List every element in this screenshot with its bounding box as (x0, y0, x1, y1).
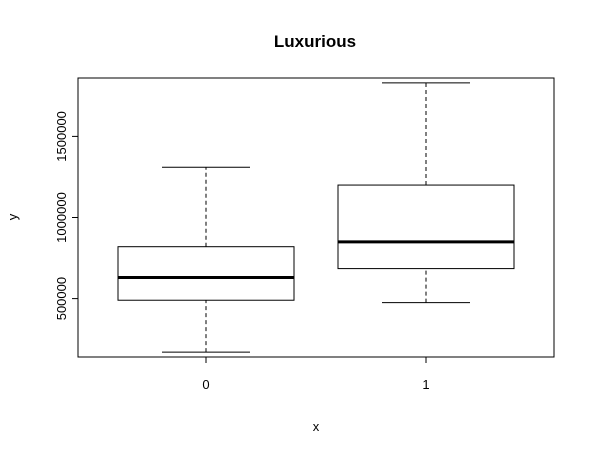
x-axis-label: x (313, 419, 320, 434)
y-axis-label: y (5, 213, 20, 220)
x-tick-label: 1 (422, 377, 429, 392)
y-tick-label: 1500000 (54, 111, 69, 162)
x-tick-label: 0 (202, 377, 209, 392)
chart-title: Luxurious (274, 32, 356, 51)
iqr-box (117, 246, 295, 301)
y-axis: 500000 1000000 1500000 (54, 111, 78, 320)
box-group-0 (117, 166, 295, 353)
iqr-box (337, 184, 515, 270)
y-tick-label: 500000 (54, 277, 69, 320)
box-marks (117, 82, 515, 353)
box-group-1 (337, 82, 515, 304)
y-tick-label: 1000000 (54, 192, 69, 243)
